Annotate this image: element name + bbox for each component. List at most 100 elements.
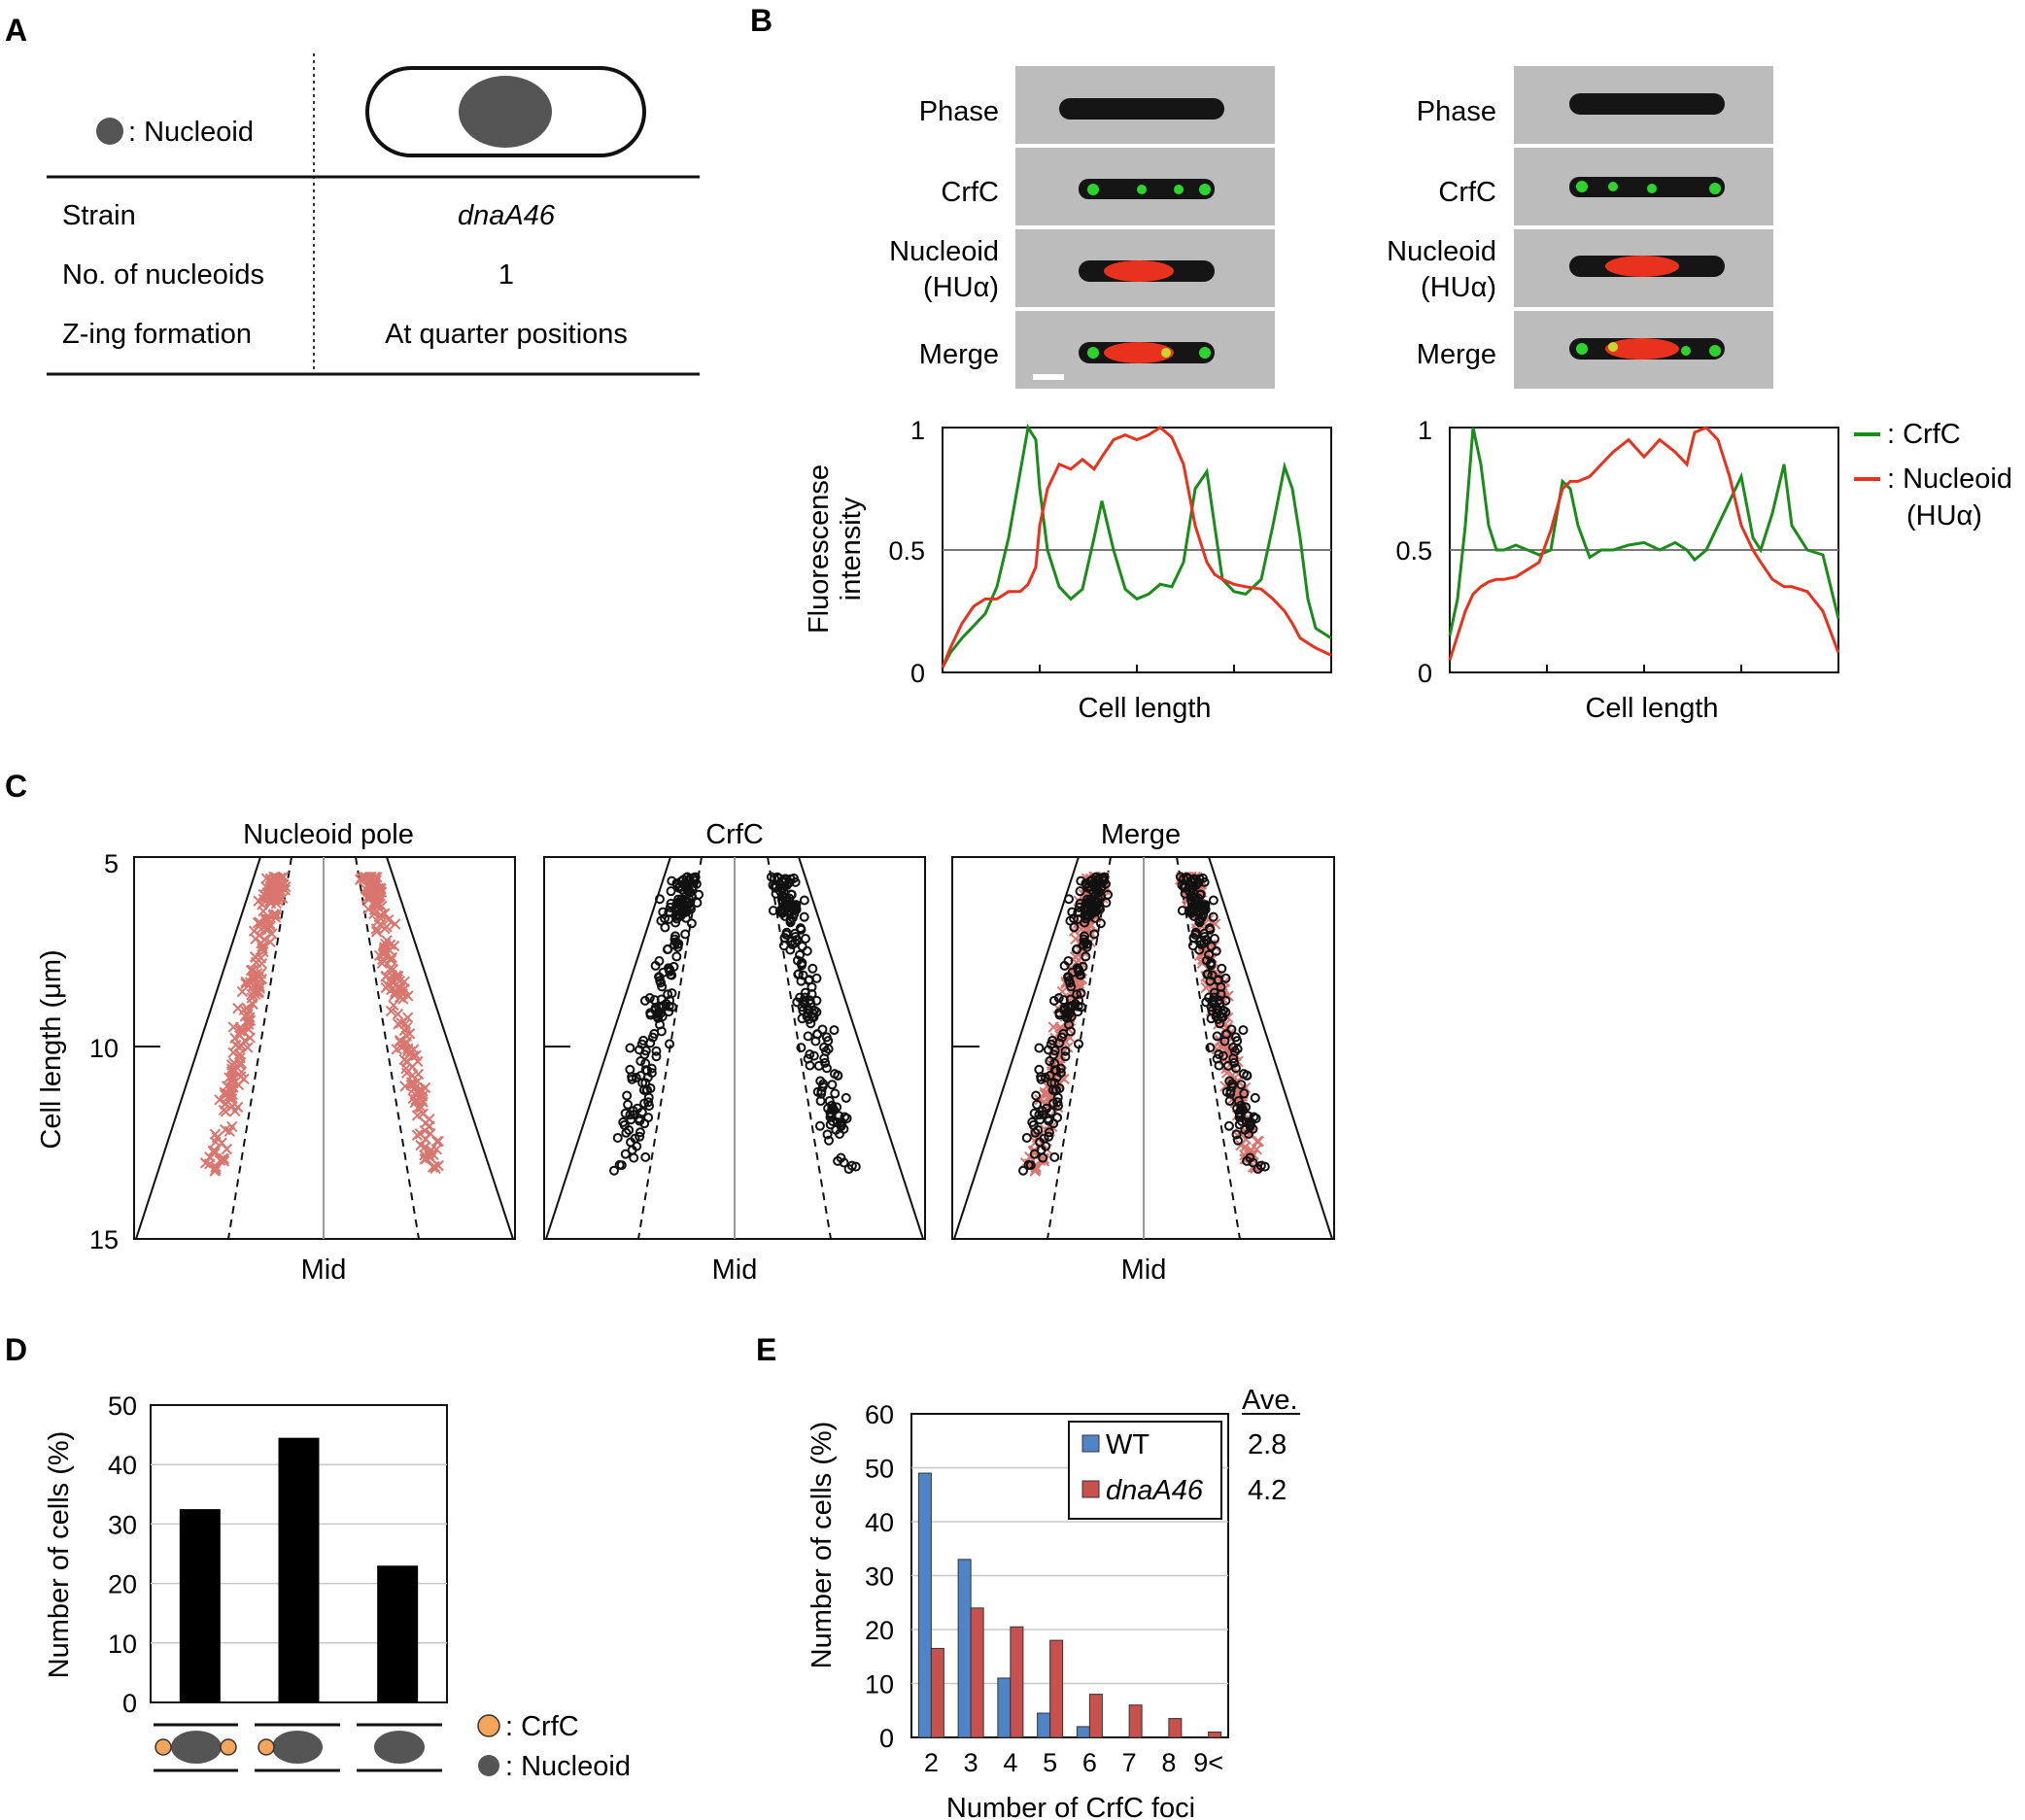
nucleoid-pole-point [247,998,258,1011]
micrographs-right [1514,66,1773,389]
crfc-focus-point [1034,1043,1045,1053]
crfc-focus-point [656,978,667,988]
cell-boundary-right [798,856,924,1240]
crfc-focus-point [1234,1108,1245,1118]
panel-b-legend: : CrfC : Nucleoid (HUα) [1854,419,2012,532]
cell-boundary-right [386,856,514,1240]
scatter-points [1017,871,1270,1177]
nucleoid-pole-point [425,1144,437,1156]
micro-focus [1681,346,1691,356]
crfc-focus-point [667,988,677,999]
wt-bar-4 [997,1677,1012,1738]
row-value-zring: At quarter positions [385,319,628,350]
panel-c: C 5 10 15 Cell length (μm) Nucleoid pole… [5,769,1335,1286]
crfc-focus-point [841,1113,852,1123]
crfc-focus-point [1226,1024,1237,1035]
y-tick-label: 10 [89,1034,119,1063]
micro-focus [1608,342,1618,352]
crfc-focus-icon [257,1738,275,1756]
crfc-focus-point [638,1084,649,1095]
panel-c-label: C [5,769,27,804]
crfc-focus-point [1214,1060,1224,1071]
crfc-focus-point [1044,1045,1054,1055]
dnaa46-bar-5 [1049,1639,1064,1738]
crfc-focus-point [1204,949,1215,960]
y-axis-label-line2: intensity [836,497,867,601]
crfc-focus-point [1079,940,1089,950]
crfc-focus-point [1095,918,1106,929]
crfc-focus-point [1048,995,1059,1006]
crfc-focus-point [640,1151,651,1162]
nucleoid-pole-point [383,944,395,956]
scatter-points [608,872,861,1176]
micro-nucleoid [1104,342,1174,363]
crfc-focus-point [1064,1008,1075,1018]
crfc-focus-point [1060,1046,1071,1056]
nucleoid-pole-point [270,909,282,920]
nucleoid-pole-point [369,896,381,908]
crfc-focus-point [824,1135,835,1146]
crfc-focus-point [1074,902,1084,912]
crfc-focus-point [1245,1119,1255,1130]
scatter-merge: Merge Mid [951,819,1335,1286]
nucleoid-pole-point [208,1145,220,1156]
crfc-focus-point [616,1160,627,1171]
micrographs-left [1015,66,1275,389]
crfc-focus-point [1029,1149,1040,1159]
crfc-focus-point [1044,1116,1054,1126]
crfc-focus-point [1063,894,1074,905]
nucleoid-pole-point [265,897,277,910]
micro-cell [1079,179,1215,199]
nucleoid-pole-point [261,891,274,904]
nucleoid-pole-point [252,917,264,929]
crfc-focus-point [819,1042,830,1052]
crfc-focus-point [1187,907,1198,917]
nucleoid-pole-point [236,985,249,998]
nucleoid-pole-point [260,873,273,884]
crfc-focus-point [1082,882,1093,893]
nucleoid-pole-point [235,1025,247,1037]
nucleoid-pole-point [385,952,397,964]
nucleoid-pole-point [1196,957,1208,969]
nucleoid-pole-point [268,909,280,920]
y-tick-label: 0 [910,659,925,688]
y-axis-label: Cell length (μm) [36,949,67,1149]
crfc-focus-point [1251,1113,1261,1123]
nucleoid-pole-point [220,1098,231,1110]
x-axis-label: Mid [1121,1254,1167,1286]
nucleoid-pole-point [400,1062,412,1075]
crfc-focus-point [686,891,697,902]
crfc-focus-point [1049,1065,1060,1076]
nucleoid-pole-point [385,954,397,966]
crfc-focus-icon [154,1738,172,1756]
micro-focus [1087,184,1099,195]
nucleoid-pole-point [222,1091,234,1103]
ave-header: Ave. [1242,1385,1298,1416]
crfc-focus-point [841,1092,851,1103]
crfc-focus-point [627,1072,637,1082]
crfc-focus-point [1048,1118,1059,1129]
crfc-focus-point [785,917,796,928]
bar-2 [278,1437,320,1702]
crfc-focus-point [797,942,807,952]
nucleoid-legend-icon [96,118,123,145]
crfc-focus-point [795,923,806,934]
x-tick-label: 5 [1043,1748,1057,1777]
crfc-focus-point [1184,906,1194,916]
crfc-focus-point [779,933,790,944]
wt-legend-swatch [1081,1434,1100,1453]
wt-bar-6 [1076,1726,1090,1738]
row-label-phase-left: Phase [919,96,999,127]
crfc-focus-point [1208,911,1218,922]
crfc-focus-point [1195,889,1206,900]
crfc-focus-point [1236,1080,1247,1090]
dna-legend-swatch [1081,1480,1100,1498]
crfc-focus-point [665,1039,675,1049]
crfc-focus-point [667,970,677,980]
crfc-focus-point [776,891,787,902]
nucleoid-pole-point [257,899,268,910]
nucleoid-pole-point [250,988,261,1001]
nucleoid-pole-point [256,973,268,985]
nucleoid-pole-point [210,1136,222,1149]
crfc-focus-point [655,1008,666,1018]
